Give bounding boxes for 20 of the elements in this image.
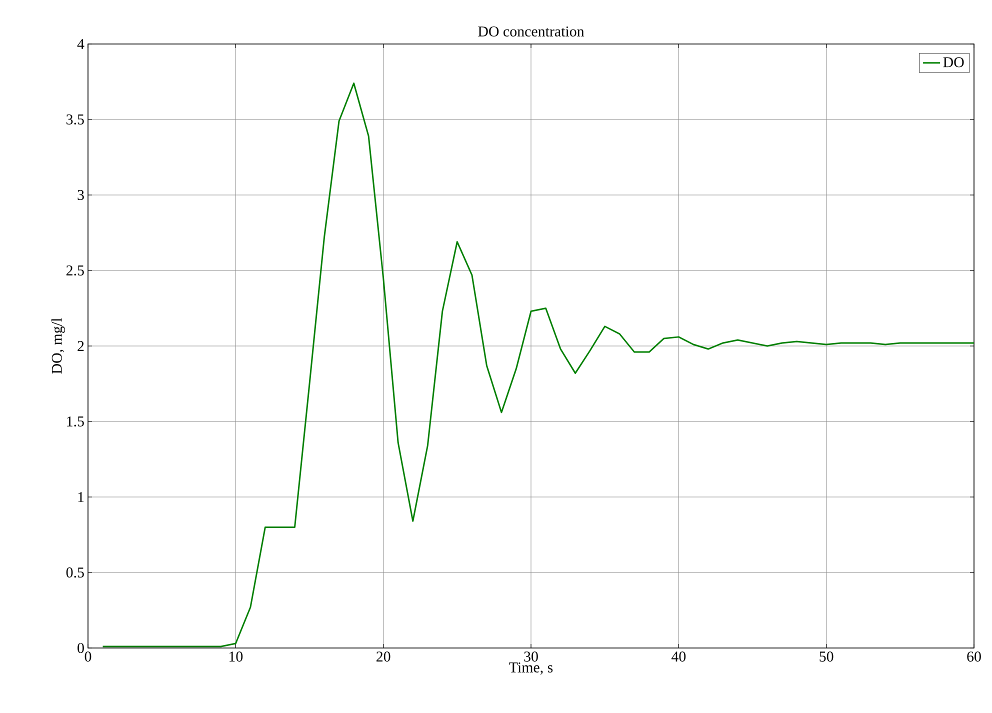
- y-tick-label: 0: [78, 642, 84, 654]
- x-tick-label: 40: [671, 652, 686, 662]
- x-tick-label: 60: [967, 652, 981, 662]
- x-tick-label: 30: [524, 652, 538, 662]
- x-tick-label: 20: [376, 652, 390, 662]
- y-tick-label: 3: [78, 190, 84, 200]
- y-tick-label: 2: [78, 341, 84, 351]
- x-tick-label: 50: [820, 652, 834, 662]
- y-tick-label: 0.5: [66, 567, 84, 578]
- x-tick-label: 10: [230, 652, 243, 662]
- x-tick-label: 0: [84, 652, 92, 662]
- y-tick-label: 1.5: [67, 416, 84, 427]
- y-axis-title: DO, mg/l: [51, 318, 65, 374]
- x-axis-title: Time, s: [509, 662, 553, 675]
- y-tick-label: 2.5: [66, 265, 84, 276]
- legend-label: DO: [943, 57, 964, 68]
- y-tick-label: 3.5: [66, 114, 84, 125]
- y-tick-label: 4: [77, 39, 84, 49]
- y-tick-label: 1: [78, 492, 84, 502]
- chart-title: DO concentration: [478, 26, 584, 36]
